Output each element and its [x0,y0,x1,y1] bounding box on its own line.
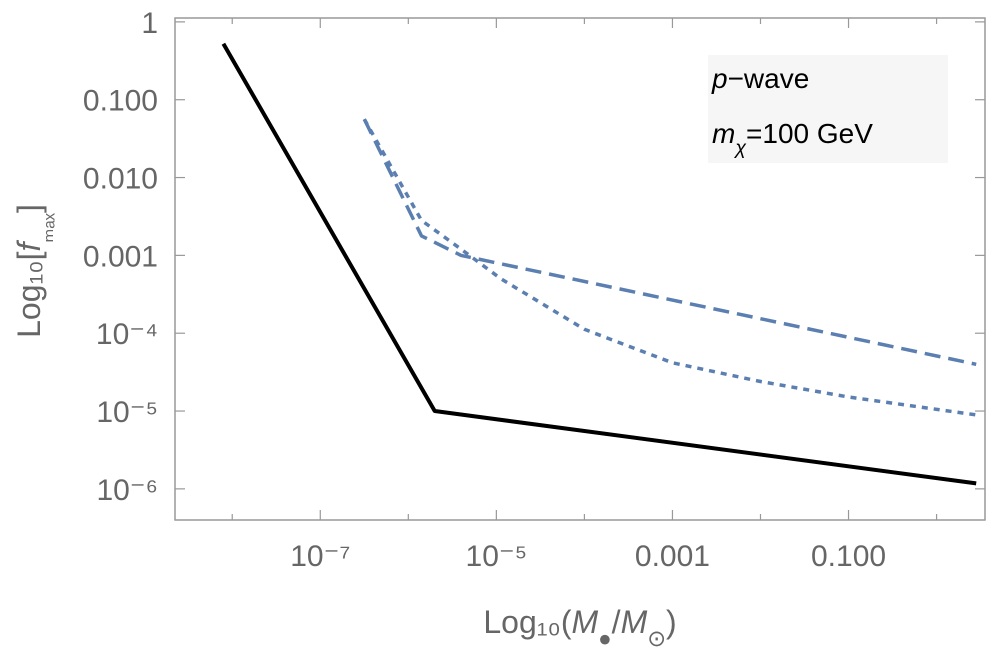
x-tick-label: 10⁻⁵ [466,540,528,573]
annotation-line-1: p−wave [711,63,809,94]
y-tick-label: 10⁻⁵ [96,396,158,429]
annotation-line-2: mχ=100 GeV [712,118,873,159]
x-tick-label: 0.001 [635,540,710,573]
plot-border [174,17,986,521]
y-tick-label: 0.010 [83,163,158,196]
x-tick-label: 10⁻⁷ [290,540,350,573]
series-dotted-line [362,118,977,417]
x-tick-label: 0.100 [811,540,886,573]
series-dashed-line [362,118,977,367]
y-tick-label: 0.001 [83,240,158,273]
x-ticks: 10⁻⁷ 10⁻⁵ 0.001 0.100 [231,18,938,573]
y-tick-label: 1 [141,7,158,40]
y-tick-label: 0.100 [83,85,158,118]
series-solid-line [221,42,977,486]
annotation-box [708,55,948,163]
plot-frame [174,17,986,521]
x-axis-label: Log₁₀(M●/M⊙) [483,604,676,650]
y-tick-label: 10⁻⁶ [96,474,158,507]
y-ticks: 1 0.100 0.010 0.001 10⁻⁴ 10⁻⁵ 10⁻⁶ [83,7,985,507]
series-layer [221,42,977,486]
y-tick-label: 10⁻⁴ [96,318,158,351]
